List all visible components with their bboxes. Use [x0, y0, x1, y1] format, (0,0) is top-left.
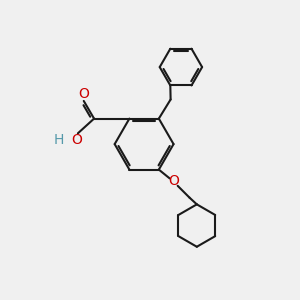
Text: H: H: [54, 133, 64, 147]
Text: O: O: [169, 174, 180, 188]
Text: O: O: [78, 88, 89, 101]
Text: O: O: [71, 133, 82, 147]
